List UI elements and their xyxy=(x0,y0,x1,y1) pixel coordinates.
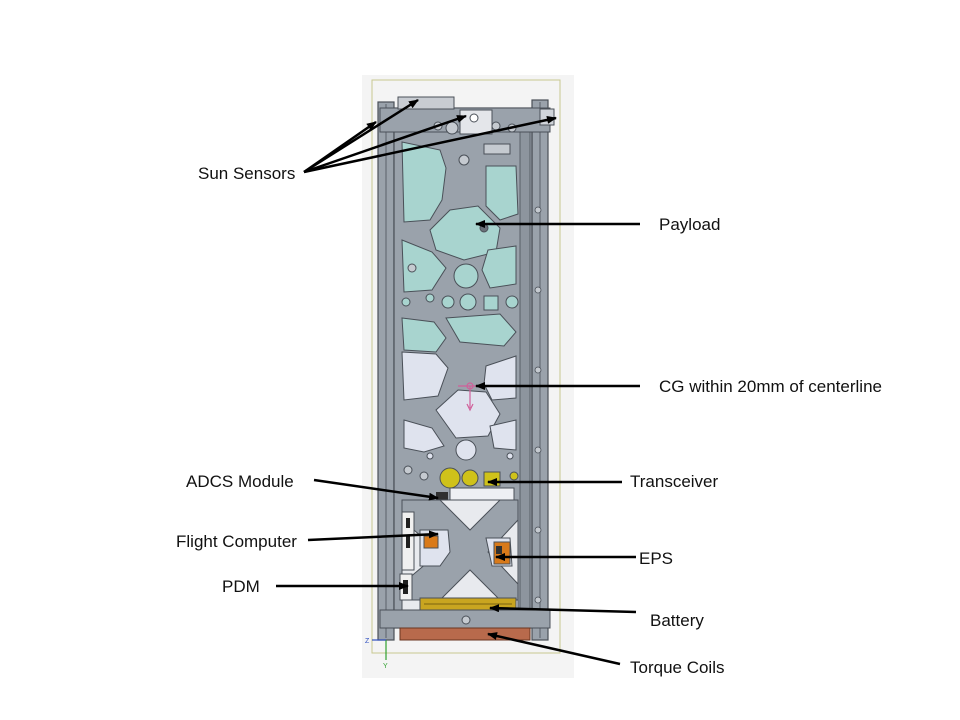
label-sun-sensors: Sun Sensors xyxy=(198,164,296,183)
label-pdm: PDM xyxy=(222,577,260,596)
arrow-sun-sensor-3 xyxy=(303,114,467,174)
label-battery: Battery xyxy=(650,611,704,630)
empty-windows xyxy=(401,351,517,453)
arrow-battery xyxy=(489,604,637,614)
eps-board xyxy=(493,541,511,565)
label-adcs-module: ADCS Module xyxy=(186,472,294,491)
axis-triad: Z Y xyxy=(365,638,388,670)
arrow-flight-computer xyxy=(307,530,439,542)
arrow-torque-coils xyxy=(487,632,621,666)
inner-rail xyxy=(519,117,531,619)
adcs-module xyxy=(436,492,448,500)
label-eps: EPS xyxy=(639,549,674,568)
transceiver-components xyxy=(403,465,519,489)
axis-label-y: Y xyxy=(383,663,388,670)
arrow-sun-sensor-2 xyxy=(303,98,419,174)
flight-computer-board xyxy=(401,511,439,571)
label-payload: Payload xyxy=(659,215,721,234)
cg-marker xyxy=(458,382,478,412)
label-torque-coils: Torque Coils xyxy=(630,658,725,677)
callout-arrows xyxy=(276,98,640,666)
label-transceiver: Transceiver xyxy=(630,472,719,491)
label-flight-computer: Flight Computer xyxy=(176,532,297,551)
label-cg: CG within 20mm of centerline xyxy=(659,377,882,396)
arrow-sun-sensor-4 xyxy=(303,115,557,174)
axis-label-z: Z xyxy=(365,638,370,645)
payload-windows xyxy=(401,141,519,353)
bounding-box-outline xyxy=(371,79,561,654)
arrow-adcs xyxy=(313,478,439,501)
sun-sensor-right xyxy=(539,108,555,126)
